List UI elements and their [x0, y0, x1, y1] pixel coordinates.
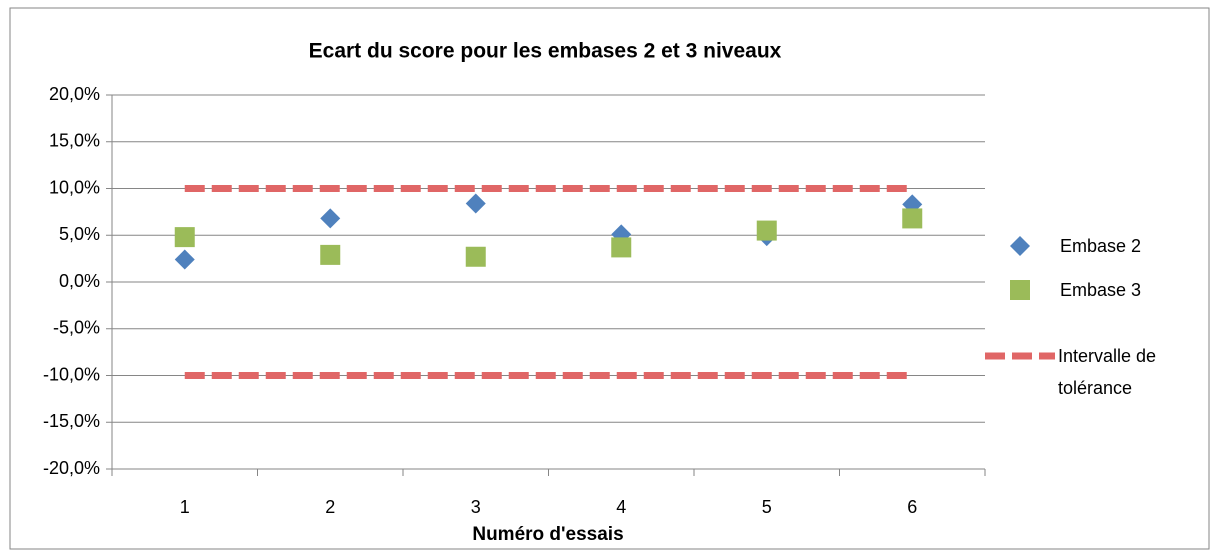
y-tick-label: 10,0% [49, 177, 100, 197]
legend-label: Embase 3 [1060, 280, 1142, 300]
point [174, 227, 195, 248]
point [320, 208, 341, 229]
x-axis-title: Numéro d'essais [472, 524, 623, 545]
legend-label: Intervalle de tolérance [1058, 346, 1157, 398]
x-tick-label: 3 [471, 497, 481, 517]
point [611, 237, 632, 258]
point [902, 208, 923, 229]
legend-label: Embase 2 [1060, 236, 1142, 256]
x-tick-label: 1 [180, 497, 190, 517]
point [756, 220, 777, 241]
y-tick-label: 0,0% [59, 271, 100, 291]
y-tick-label: 20,0% [49, 84, 100, 104]
x-tick-label: 4 [616, 497, 626, 517]
y-tick-label: -5,0% [53, 318, 100, 338]
y-tick-label: 5,0% [59, 224, 100, 244]
y-tick-label: -15,0% [43, 411, 100, 431]
legend-marker [1010, 280, 1030, 300]
legend-marker [1010, 236, 1030, 256]
point [465, 193, 486, 214]
y-tick-label: -20,0% [43, 458, 100, 478]
x-tick-label: 2 [325, 497, 335, 517]
x-tick-label: 6 [907, 497, 917, 517]
point [320, 244, 341, 265]
chart-border [9, 7, 1210, 550]
y-tick-label: -10,0% [43, 364, 100, 384]
y-tick-label: 15,0% [49, 131, 100, 151]
chart-title: Ecart du score pour les embases 2 et 3 n… [309, 40, 782, 63]
point [465, 246, 486, 267]
point [174, 249, 195, 270]
x-tick-label: 5 [762, 497, 772, 517]
